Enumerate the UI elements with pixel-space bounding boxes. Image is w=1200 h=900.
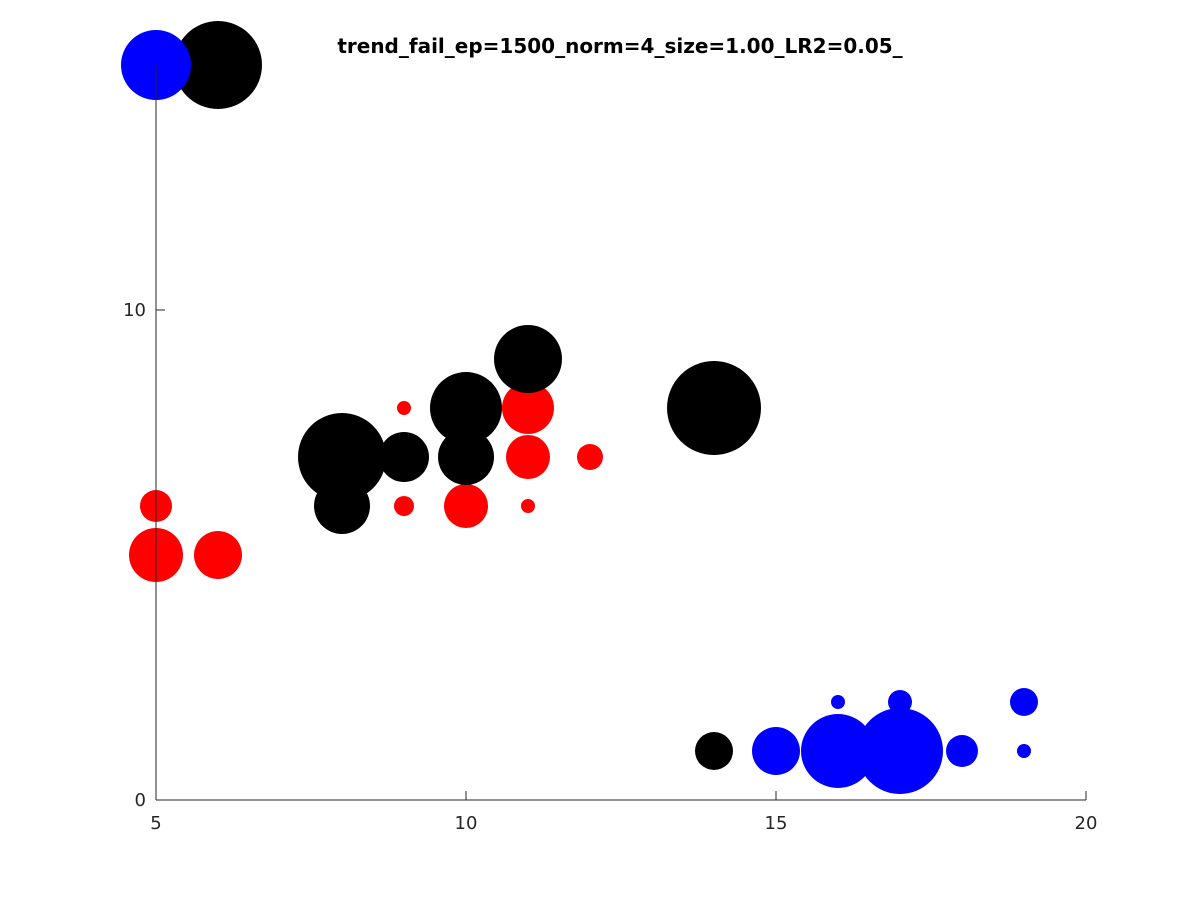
- marker-s0-p2: [194, 531, 242, 579]
- marker-s0-p4: [394, 496, 414, 516]
- marker-s2-p8: [1017, 744, 1031, 758]
- marker-s1-p6: [494, 325, 562, 393]
- x-tick-label-10: 10: [455, 813, 478, 834]
- marker-s0-p6: [502, 382, 554, 434]
- y-tick-label-10: 10: [123, 300, 146, 321]
- chart-markers: [121, 21, 1038, 794]
- marker-s1-p2: [314, 478, 370, 534]
- marker-s0-p9: [577, 444, 603, 470]
- marker-s1-p3: [379, 432, 429, 482]
- marker-s0-p3: [397, 401, 411, 415]
- y-tick-label-0: 0: [135, 790, 146, 811]
- marker-s1-p5: [438, 429, 494, 485]
- x-tick-label-5: 5: [150, 813, 161, 834]
- x-tick-label-20: 20: [1075, 813, 1098, 834]
- marker-s0-p5: [444, 484, 488, 528]
- marker-s1-p0: [174, 21, 262, 109]
- marker-s1-p1: [298, 413, 386, 501]
- marker-s0-p8: [521, 499, 535, 513]
- x-axis-ticks: 5 10 15 20: [150, 791, 1097, 834]
- marker-s2-p6: [946, 735, 978, 767]
- marker-s2-p3: [831, 695, 845, 709]
- y-axis-ticks: 0 10: [123, 300, 165, 811]
- marker-s0-p7: [506, 435, 550, 479]
- marker-s2-p4: [857, 708, 943, 794]
- marker-s2-p7: [1010, 688, 1038, 716]
- marker-s1-p7: [667, 361, 761, 455]
- marker-s2-p1: [752, 727, 800, 775]
- marker-s2-p2: [801, 714, 875, 788]
- x-tick-label-15: 15: [765, 813, 788, 834]
- marker-s1-p4: [430, 372, 502, 444]
- marker-s1-p8: [695, 732, 733, 770]
- marker-s2-p5: [888, 690, 912, 714]
- chart-title: trend_fail_ep=1500_norm=4_size=1.00_LR2=…: [337, 34, 902, 58]
